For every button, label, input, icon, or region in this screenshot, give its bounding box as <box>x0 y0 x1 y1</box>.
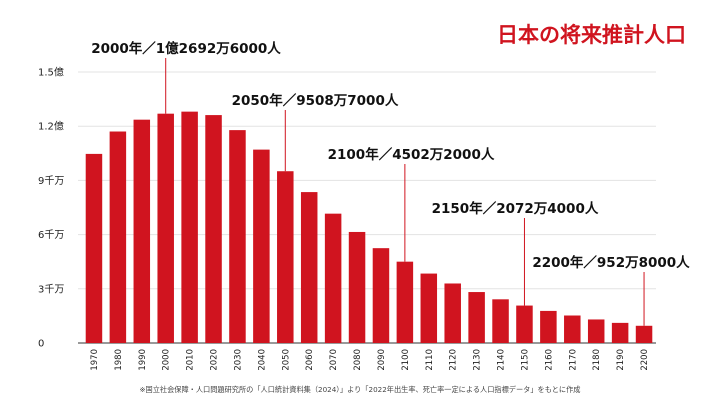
y-tick-label: 1.5億 <box>38 66 64 79</box>
source-note: ※国立社会保障・人口問題研究所の「人口統計資料集（2024）」より「2022年出… <box>139 385 580 394</box>
y-tick-label: 9千万 <box>38 175 64 187</box>
bar-2110 <box>420 273 438 343</box>
bar-series <box>85 111 653 344</box>
x-tick-label: 2030 <box>233 349 243 371</box>
callout-label-2200: 2200年／952万8000人 <box>532 254 690 271</box>
x-tick-label: 2180 <box>592 349 602 371</box>
bar-2060 <box>300 192 318 343</box>
x-tick-label: 2090 <box>377 349 387 371</box>
x-tick-label: 2000 <box>162 349 172 371</box>
bar-1970 <box>85 153 103 343</box>
y-tick-label: 6千万 <box>38 229 64 241</box>
y-axis: 0 3千万 6千万 9千万 1.2億 1.5億 <box>38 66 64 350</box>
bar-2030 <box>229 130 246 343</box>
x-tick-label: 2200 <box>640 349 650 371</box>
bar-2160 <box>540 310 557 343</box>
bar-2200 <box>635 325 653 343</box>
bar-2120 <box>444 283 461 343</box>
x-tick-label: 2150 <box>520 349 530 371</box>
bar-2150 <box>516 305 533 343</box>
bar-2100 <box>396 261 414 343</box>
bar-2180 <box>587 319 605 343</box>
bar-1990 <box>133 119 151 343</box>
bar-2190 <box>611 322 629 343</box>
bar-2070 <box>324 213 342 343</box>
y-tick-label: 1.2億 <box>38 120 64 133</box>
x-tick-label: 2160 <box>544 349 554 371</box>
bar-2040 <box>253 149 270 343</box>
x-tick-label: 2010 <box>186 349 196 371</box>
x-tick-label: 2190 <box>616 349 626 371</box>
callout-label-2150: 2150年／2072万4000人 <box>432 200 599 217</box>
bar-2010 <box>181 111 198 343</box>
x-tick-label: 2100 <box>401 349 411 371</box>
x-tick-label: 1980 <box>114 349 124 371</box>
x-tick-label: 2110 <box>425 349 435 371</box>
bar-2170 <box>564 315 581 343</box>
x-tick-label: 1990 <box>138 349 148 371</box>
x-tick-label: 2060 <box>305 349 315 371</box>
bar-2000 <box>157 113 174 343</box>
bar-1980 <box>109 131 127 343</box>
callouts: 2000年／1億2692万6000人 2050年／9508万7000人 2100年／… <box>91 40 690 326</box>
chart-title: 日本の将来推計人口 <box>497 23 686 47</box>
x-tick-label: 2070 <box>329 349 339 371</box>
bar-2080 <box>348 231 366 343</box>
bar-2020 <box>205 115 222 344</box>
bar-2130 <box>468 292 485 343</box>
bar-2050 <box>277 171 294 343</box>
callout-label-2050: 2050年／9508万7000人 <box>232 92 399 109</box>
x-tick-label: 2050 <box>281 349 291 371</box>
x-tick-label: 2130 <box>473 349 483 371</box>
y-tick-label: 3千万 <box>38 283 64 295</box>
x-axis: 1970 1980 1990 2000 2010 2020 2030 2040 2050 2060… <box>90 349 650 371</box>
bar-2140 <box>492 299 509 343</box>
x-tick-label: 2170 <box>568 349 578 371</box>
x-tick-label: 2140 <box>497 349 507 371</box>
grid-layer <box>78 71 656 344</box>
x-tick-label: 2120 <box>449 349 459 371</box>
x-tick-label: 2020 <box>210 349 220 371</box>
x-tick-label: 2080 <box>353 349 363 371</box>
x-tick-label: 1970 <box>90 349 100 371</box>
x-tick-label: 2040 <box>257 349 267 371</box>
y-tick-label: 0 <box>38 339 44 350</box>
bar-2090 <box>372 248 390 343</box>
callout-label-2000: 2000年／1億2692万6000人 <box>91 40 281 57</box>
callout-label-2100: 2100年／4502万2000人 <box>328 146 495 163</box>
